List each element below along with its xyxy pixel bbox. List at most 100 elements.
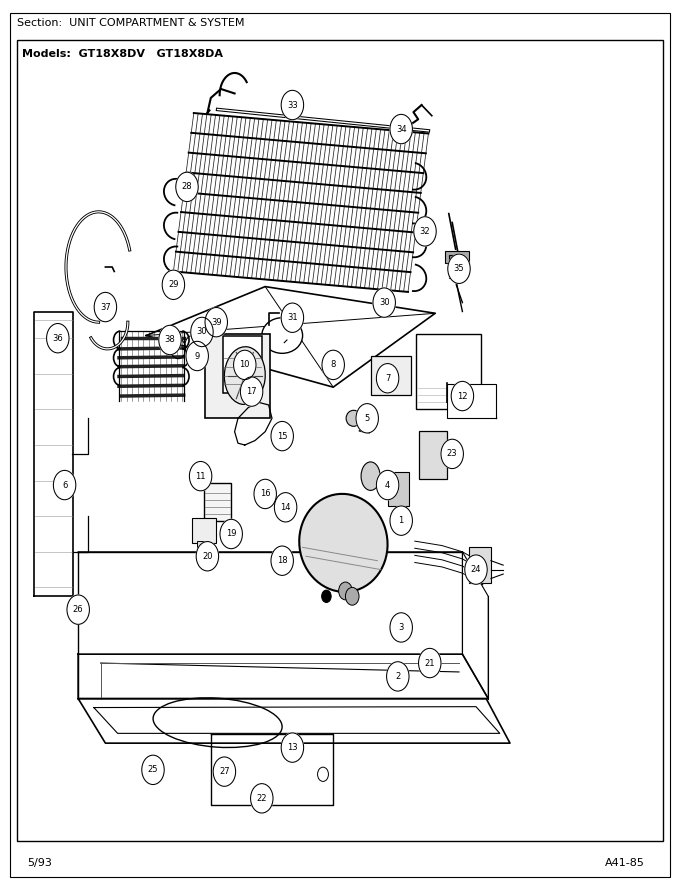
Circle shape (46, 324, 69, 352)
Circle shape (274, 493, 296, 522)
Text: 33: 33 (287, 101, 298, 109)
Bar (388, 472, 409, 506)
Ellipse shape (361, 462, 380, 490)
Circle shape (176, 173, 199, 201)
Text: 2: 2 (395, 672, 401, 681)
Circle shape (254, 479, 276, 509)
Text: 30: 30 (379, 298, 390, 307)
Text: 16: 16 (260, 490, 271, 498)
Circle shape (390, 115, 412, 143)
Circle shape (376, 364, 398, 393)
Bar (449, 255, 464, 274)
Circle shape (205, 308, 227, 336)
Text: Section:  UNIT COMPARTMENT & SYSTEM: Section: UNIT COMPARTMENT & SYSTEM (17, 19, 245, 28)
Bar (205, 334, 270, 418)
Circle shape (318, 767, 328, 781)
Circle shape (376, 470, 398, 500)
Text: 8: 8 (330, 360, 336, 369)
Circle shape (196, 541, 219, 571)
Bar (197, 541, 209, 552)
Text: 1: 1 (398, 516, 404, 525)
Circle shape (322, 351, 345, 380)
Ellipse shape (224, 347, 265, 404)
Circle shape (94, 293, 117, 321)
Ellipse shape (262, 318, 303, 353)
Text: 5: 5 (364, 414, 370, 423)
Text: 30: 30 (197, 328, 207, 336)
Text: 29: 29 (168, 280, 179, 289)
Text: A41-85: A41-85 (605, 858, 645, 869)
Text: 28: 28 (182, 182, 192, 191)
Circle shape (271, 422, 294, 450)
FancyBboxPatch shape (223, 336, 262, 393)
Circle shape (250, 784, 273, 813)
Circle shape (281, 91, 303, 119)
Bar (469, 547, 491, 583)
Circle shape (418, 648, 441, 678)
Circle shape (322, 590, 331, 603)
Circle shape (281, 303, 303, 332)
Bar (416, 334, 481, 409)
Text: 22: 22 (256, 794, 267, 803)
FancyBboxPatch shape (419, 431, 447, 479)
Circle shape (271, 546, 294, 576)
FancyBboxPatch shape (371, 356, 411, 395)
Circle shape (158, 326, 181, 355)
Text: 6: 6 (62, 481, 67, 490)
Circle shape (234, 351, 256, 380)
Circle shape (386, 662, 409, 691)
Text: 12: 12 (457, 392, 468, 401)
Circle shape (390, 506, 412, 536)
Text: 4: 4 (385, 481, 390, 490)
Text: 20: 20 (202, 552, 213, 561)
Text: 39: 39 (211, 318, 222, 327)
Text: 13: 13 (287, 743, 298, 752)
Text: 11: 11 (195, 472, 206, 481)
Text: 23: 23 (447, 449, 458, 458)
Circle shape (241, 376, 262, 406)
Text: 3: 3 (398, 623, 404, 632)
Circle shape (190, 318, 213, 346)
Text: 32: 32 (420, 227, 430, 236)
Circle shape (373, 287, 396, 317)
Text: 10: 10 (239, 360, 250, 369)
Circle shape (452, 381, 474, 411)
Text: 21: 21 (424, 659, 435, 668)
Bar (447, 384, 496, 418)
Circle shape (448, 255, 471, 283)
Text: 34: 34 (396, 125, 407, 134)
Text: 26: 26 (73, 605, 84, 614)
Ellipse shape (299, 494, 388, 592)
Circle shape (189, 461, 212, 491)
Circle shape (186, 342, 208, 370)
Text: 19: 19 (226, 530, 237, 538)
Circle shape (441, 440, 464, 469)
Text: 31: 31 (287, 313, 298, 322)
Bar (192, 518, 216, 543)
Circle shape (53, 470, 75, 500)
Text: Models:  GT18X8DV   GT18X8DA: Models: GT18X8DV GT18X8DA (22, 49, 223, 59)
Ellipse shape (346, 410, 361, 426)
Text: 7: 7 (385, 374, 390, 383)
Bar (449, 258, 466, 278)
Circle shape (163, 271, 185, 299)
Text: 25: 25 (148, 765, 158, 774)
Circle shape (214, 756, 235, 787)
Text: 9: 9 (194, 352, 200, 360)
Circle shape (281, 733, 303, 762)
Bar (204, 483, 231, 521)
Text: 15: 15 (277, 432, 288, 441)
Bar (445, 251, 469, 263)
Circle shape (390, 612, 412, 643)
Text: 27: 27 (219, 767, 230, 776)
Text: 5/93: 5/93 (27, 858, 52, 869)
Text: 17: 17 (246, 387, 257, 396)
Circle shape (220, 519, 243, 548)
Text: 38: 38 (165, 336, 175, 344)
Text: 14: 14 (280, 503, 291, 512)
Text: 24: 24 (471, 565, 481, 574)
Text: 37: 37 (100, 303, 111, 312)
Text: 18: 18 (277, 556, 288, 565)
Text: 36: 36 (52, 334, 63, 343)
Circle shape (216, 767, 226, 781)
